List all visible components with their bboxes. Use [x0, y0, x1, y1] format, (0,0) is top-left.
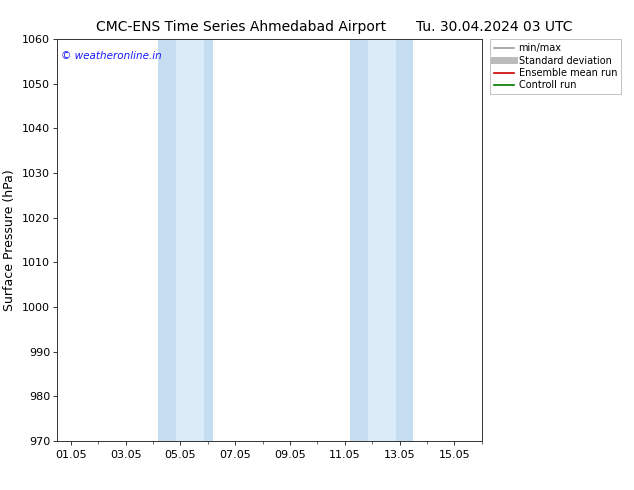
Bar [158, 39, 213, 441]
Text: CMC-ENS Time Series Ahmedabad Airport: CMC-ENS Time Series Ahmedabad Airport [96, 20, 386, 34]
Bar [351, 39, 413, 441]
Bar [158, 39, 176, 441]
Bar [396, 39, 413, 441]
Legend: min/max, Standard deviation, Ensemble mean run, Controll run: min/max, Standard deviation, Ensemble me… [490, 39, 621, 94]
Text: © weatheronline.in: © weatheronline.in [61, 51, 162, 61]
Text: Tu. 30.04.2024 03 UTC: Tu. 30.04.2024 03 UTC [417, 20, 573, 34]
Bar [351, 39, 368, 441]
Y-axis label: Surface Pressure (hPa): Surface Pressure (hPa) [3, 169, 16, 311]
Bar [204, 39, 213, 441]
